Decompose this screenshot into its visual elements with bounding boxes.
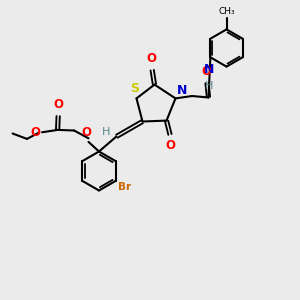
Text: CH₃: CH₃ <box>219 7 236 16</box>
Text: O: O <box>146 52 156 65</box>
Text: O: O <box>53 98 63 111</box>
Text: N: N <box>176 84 187 97</box>
Text: O: O <box>82 126 92 139</box>
Text: H: H <box>101 127 110 137</box>
Text: O: O <box>201 65 212 78</box>
Text: O: O <box>31 126 40 139</box>
Text: O: O <box>166 139 176 152</box>
Text: N: N <box>204 63 214 76</box>
Text: Br: Br <box>118 182 131 192</box>
Text: H: H <box>205 81 214 91</box>
Text: S: S <box>130 82 140 95</box>
